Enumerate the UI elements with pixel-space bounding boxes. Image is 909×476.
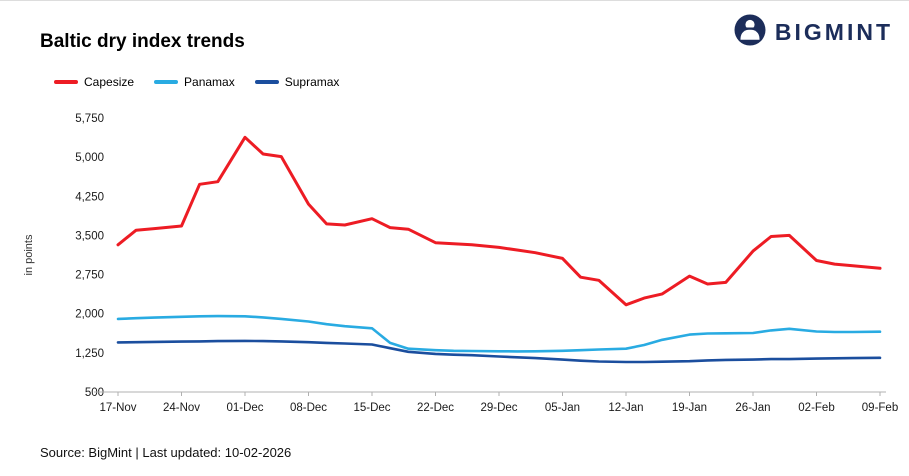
y-tick-label: 2,000 xyxy=(75,309,104,321)
x-tick-label: 15-Dec xyxy=(353,402,390,414)
y-tick-label: 500 xyxy=(85,387,104,399)
bigmint-logo: BIGMINT xyxy=(733,13,893,52)
capesize-line xyxy=(116,135,882,307)
x-tick-label: 05-Jan xyxy=(545,402,580,414)
line-chart: 500 1,250 2,000 2,750 3,500 4,250 5,000 5,750 17… xyxy=(23,113,898,414)
panamax-line xyxy=(116,314,882,353)
x-tick-label: 09-Feb xyxy=(862,402,898,414)
y-tick-label: 2,750 xyxy=(75,270,104,282)
x-tick-label: 19-Jan xyxy=(672,402,707,414)
x-tick-label: 24-Nov xyxy=(163,402,200,414)
x-tick-label: 01-Dec xyxy=(226,402,263,414)
legend-label: Capesize xyxy=(84,75,135,89)
chart-area: 500 1,250 2,000 2,750 3,500 4,250 5,000 5,750 17… xyxy=(18,96,898,433)
y-axis-title: in points xyxy=(23,234,35,275)
x-tick-label: 12-Jan xyxy=(608,402,643,414)
y-tick-label: 5,750 xyxy=(75,113,104,125)
y-tick-label: 4,250 xyxy=(75,191,104,203)
legend-label: Supramax xyxy=(284,75,340,89)
bigmint-logo-text: BIGMINT xyxy=(774,19,893,45)
x-tick-label: 26-Jan xyxy=(735,402,770,414)
legend-item-capesize[interactable]: Capesize xyxy=(54,75,134,89)
legend: Capesize Panamax Supramax xyxy=(54,75,339,89)
x-tick-label: 02-Feb xyxy=(798,402,834,414)
bigmint-logo-icon xyxy=(733,13,767,52)
y-tick-label: 1,250 xyxy=(75,348,104,360)
supramax-swatch-icon xyxy=(254,80,279,84)
x-tick-label: 17-Nov xyxy=(99,402,136,414)
legend-item-panamax[interactable]: Panamax xyxy=(154,75,235,89)
panamax-swatch-icon xyxy=(154,80,179,84)
source-note: Source: BigMint | Last updated: 10-02-20… xyxy=(40,445,292,460)
x-tick-label: 08-Dec xyxy=(290,402,327,414)
y-tick-label: 5,000 xyxy=(75,152,104,164)
capesize-swatch-icon xyxy=(54,80,78,84)
y-tick-label: 3,500 xyxy=(75,230,104,242)
legend-item-supramax[interactable]: Supramax xyxy=(254,75,340,89)
x-tick-label: 22-Dec xyxy=(417,402,454,414)
supramax-line xyxy=(116,339,882,364)
legend-label: Panamax xyxy=(184,75,235,89)
chart-title: Baltic dry index trends xyxy=(40,31,245,52)
x-tick-label: 29-Dec xyxy=(480,402,517,414)
